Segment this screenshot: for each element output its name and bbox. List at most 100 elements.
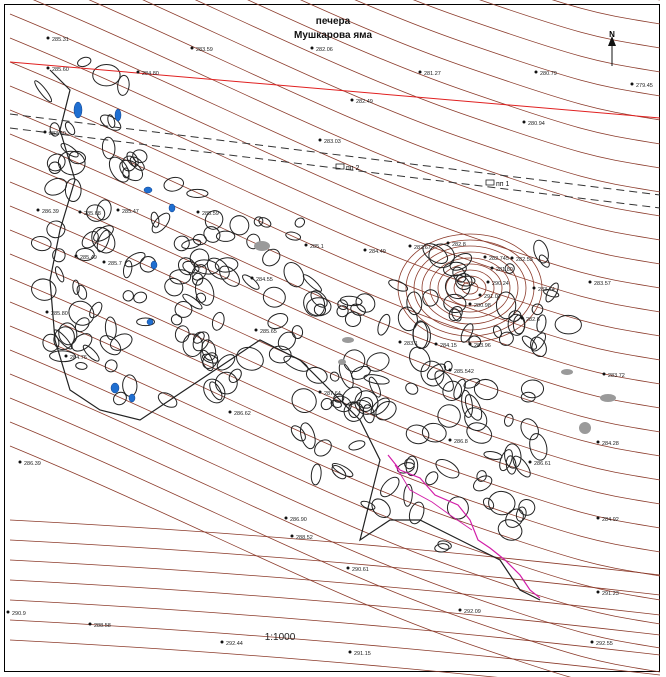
- elevation-label: 282.745: [489, 256, 509, 262]
- hill-contour: [413, 245, 527, 331]
- survey-path-branch: [394, 464, 473, 531]
- cave-passage: [173, 235, 190, 252]
- cave-passage: [92, 64, 121, 87]
- cave-passage: [93, 225, 114, 242]
- cave-passage: [468, 335, 482, 348]
- cave-passage: [129, 156, 145, 171]
- cave-passage: [302, 274, 323, 292]
- elevation-label: 284.49: [369, 249, 386, 255]
- elevation-point: 288.58: [88, 622, 111, 629]
- elevation-dot: [304, 243, 308, 247]
- cave-passage: [520, 418, 539, 441]
- cave-passage: [533, 239, 549, 264]
- cave-passage: [133, 291, 148, 304]
- cave-passage: [219, 265, 240, 287]
- elevation-point: 283.57: [588, 280, 611, 287]
- cave-passage: [422, 243, 449, 264]
- elevation-point: 285.59: [196, 210, 219, 217]
- elevation-label: 282.8: [452, 242, 466, 248]
- cave-passage: [203, 378, 226, 404]
- cave-passage: [350, 303, 366, 316]
- contour-line: [9, 37, 661, 289]
- elevation-point: 285.47: [116, 208, 139, 215]
- cave-passage: [504, 413, 514, 427]
- elevation-label: 285.47: [122, 209, 139, 215]
- cave-passage: [355, 293, 376, 313]
- cave-passage: [348, 401, 361, 419]
- elevation-dot: [318, 138, 322, 142]
- cave-passage: [336, 305, 349, 318]
- cave-passage: [444, 274, 471, 300]
- cave-passage: [170, 314, 183, 326]
- elevation-point: 283.59: [190, 46, 213, 53]
- elevation-label: 285.59: [202, 211, 219, 217]
- elevation-label: 282.67: [414, 245, 431, 251]
- cave-outline: [49, 69, 541, 601]
- cave-passage: [518, 498, 536, 516]
- shaded-area: [254, 241, 270, 251]
- elevation-label: 283.59: [196, 47, 213, 53]
- elevation-label: 281.27: [424, 71, 441, 77]
- elevation-label: 283.1: [404, 341, 418, 347]
- contour-line: [9, 539, 661, 596]
- cave-passage: [366, 352, 390, 372]
- cave-passage: [157, 392, 178, 408]
- cave-passage: [89, 301, 103, 319]
- cave-passage: [189, 248, 210, 268]
- elevation-point: 285.60: [46, 66, 69, 73]
- cave-passage: [192, 272, 204, 286]
- cave-passage: [215, 230, 236, 242]
- cave-passage: [448, 306, 463, 322]
- cave-passage: [68, 300, 95, 326]
- elevation-label: 284.28: [602, 441, 619, 447]
- elevation-dot: [602, 372, 606, 376]
- cave-passage: [452, 266, 467, 283]
- elevation-dot: [116, 208, 120, 212]
- contour-line: [247, 0, 661, 145]
- cave-passage: [362, 404, 375, 424]
- cave-passage: [375, 400, 397, 421]
- cave-passage: [54, 266, 65, 283]
- elevation-label: 280.79: [540, 71, 557, 77]
- cave-passage: [228, 368, 242, 383]
- cave-passage: [174, 301, 193, 318]
- marker-pp2-label: пп 2: [346, 165, 360, 172]
- cave-passage: [202, 353, 219, 364]
- elevation-dot: [630, 82, 634, 86]
- cave-passage: [214, 257, 239, 273]
- cave-passage: [53, 326, 75, 351]
- elevation-point: 290.61: [346, 566, 369, 573]
- cave-passage: [338, 362, 354, 389]
- cave-passage: [368, 376, 381, 398]
- cave-passage: [482, 497, 495, 510]
- cave-passage: [71, 333, 93, 352]
- elevation-point: 285.80: [45, 310, 68, 317]
- elevation-dot: [520, 316, 524, 320]
- cave-passage: [236, 346, 264, 371]
- shaded-area: [342, 337, 354, 343]
- elevation-label: 280.98: [474, 303, 491, 309]
- cave-passage: [200, 349, 214, 372]
- contour-line: [9, 373, 661, 625]
- cave-passage: [313, 303, 327, 316]
- cave-passage: [31, 278, 57, 301]
- elevation-dot: [318, 390, 322, 394]
- elevation-point: 292.44: [220, 640, 243, 647]
- elevation-label: 292.09: [464, 609, 481, 615]
- elevation-label: 283.96: [474, 343, 491, 349]
- cave-passage: [74, 317, 90, 333]
- contour-line: [9, 639, 498, 677]
- elevation-point: 285.31: [46, 36, 69, 43]
- elevation-label: 283.60: [49, 131, 66, 137]
- cave-passage: [332, 395, 352, 413]
- cave-passage: [305, 366, 328, 384]
- elevation-dot: [6, 610, 10, 614]
- elevation-dot: [45, 310, 49, 314]
- elevation-point: 284.76: [64, 354, 87, 361]
- elevation-dot: [590, 640, 594, 644]
- cave-passage: [449, 252, 473, 271]
- cave-passage: [434, 370, 454, 392]
- cave-passage: [380, 476, 400, 498]
- cave-passage: [294, 217, 306, 228]
- cave-passage: [122, 290, 134, 302]
